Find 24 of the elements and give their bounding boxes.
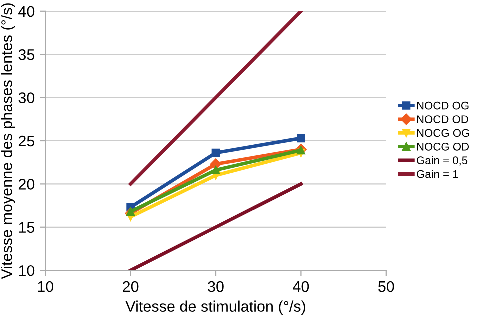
y-tick-label: 30 bbox=[18, 92, 35, 104]
legend-label: NOCD OD bbox=[417, 116, 468, 124]
y-axis-title: Vitesse moyenne des phases lentes (°/s) bbox=[1, 4, 16, 280]
legend-label: NOCG OG bbox=[417, 129, 470, 138]
point bbox=[126, 208, 135, 216]
y-tick-label: 40 bbox=[18, 6, 35, 18]
x-tick-label: 20 bbox=[123, 281, 139, 292]
x-tick-label: 30 bbox=[208, 281, 224, 292]
point bbox=[297, 134, 306, 143]
legend-label: Gain = 0,5 bbox=[417, 156, 468, 166]
x-tick-label: 40 bbox=[293, 281, 310, 292]
x-tick-label: 50 bbox=[378, 281, 394, 292]
x-tick-label: 10 bbox=[38, 281, 54, 292]
y-tick-label: 15 bbox=[19, 222, 35, 234]
y-tick-label: 10 bbox=[19, 265, 35, 276]
y-tick-label: 25 bbox=[18, 136, 35, 147]
legend-label: Gain = 1 bbox=[417, 170, 458, 178]
x-axis-title: Vitesse de stimulation (°/s) bbox=[126, 300, 306, 316]
y-tick-label: 20 bbox=[18, 179, 35, 190]
point bbox=[212, 148, 220, 158]
y-tick-label: 35 bbox=[18, 49, 35, 60]
legend-label: NOCD OG bbox=[417, 102, 469, 110]
point bbox=[212, 166, 220, 175]
legend-label: NOCG OD bbox=[417, 142, 470, 151]
